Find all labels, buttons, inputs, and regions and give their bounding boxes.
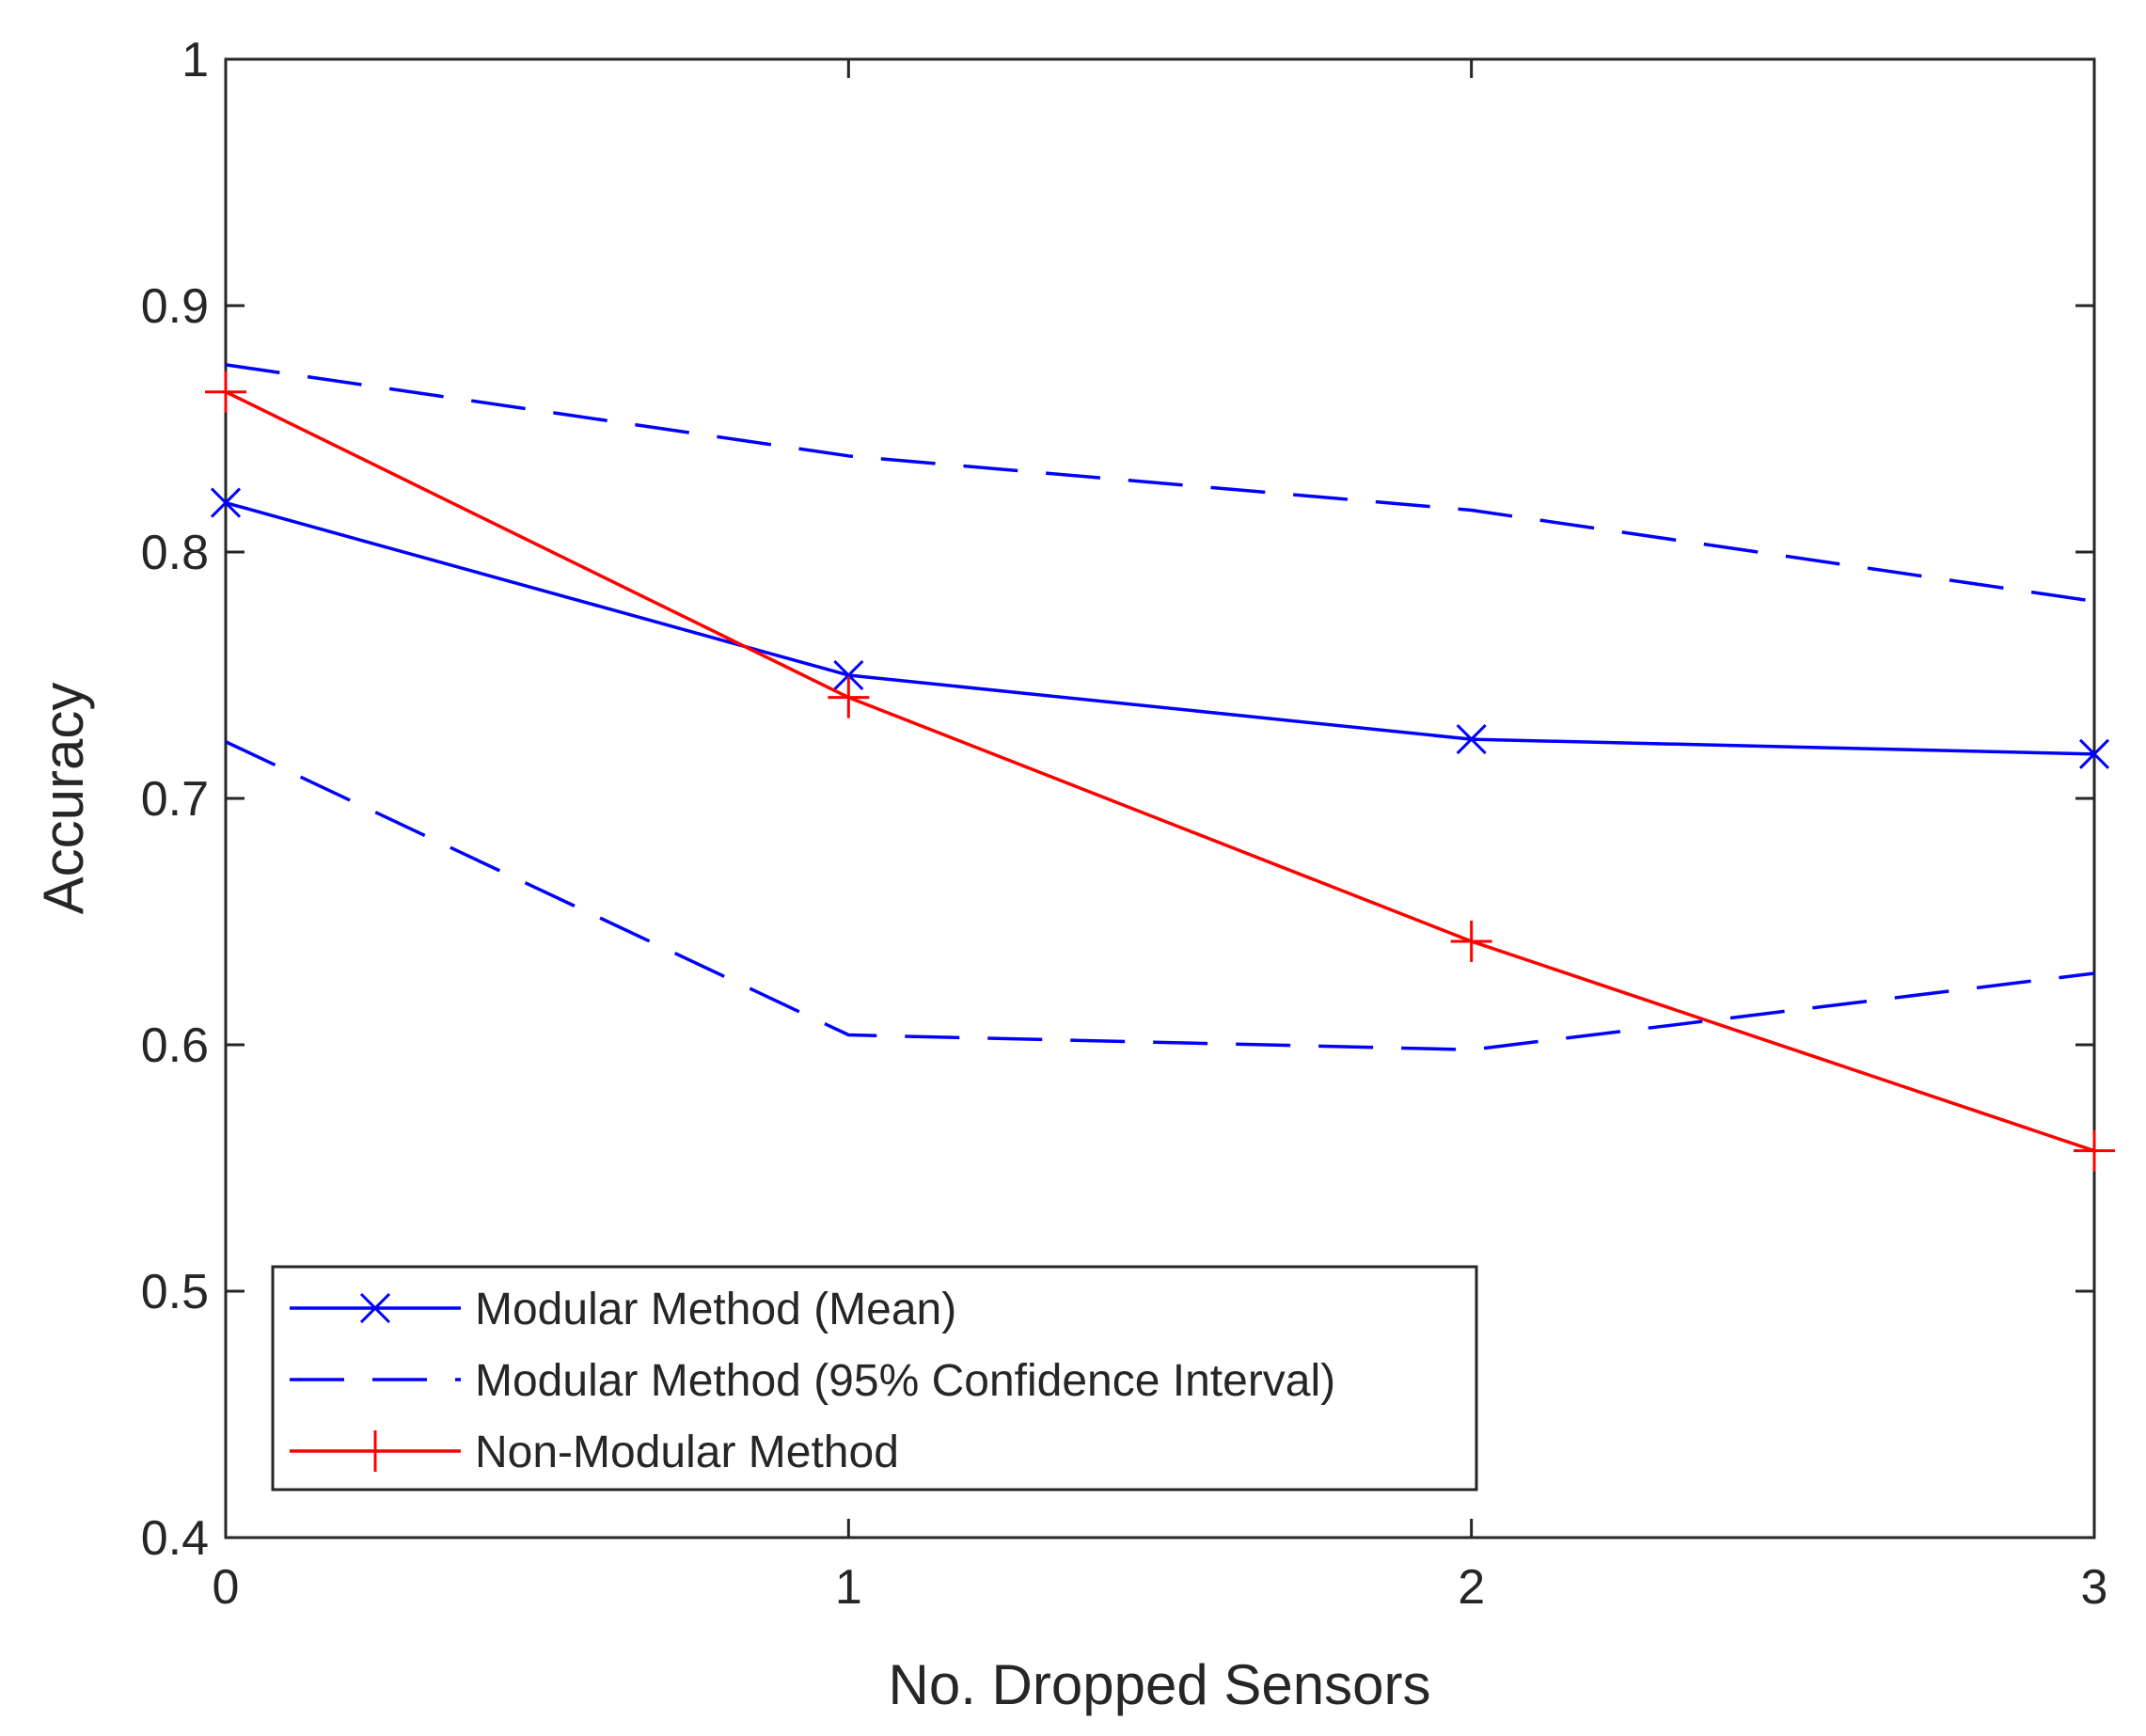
- data-point-0-3-b: [2078, 738, 2110, 769]
- data-point-0-0-b: [210, 487, 242, 518]
- y-tick-label: 0.5: [141, 1265, 209, 1319]
- legend-label-1: Modular Method (95% Confidence Interval): [475, 1356, 1335, 1406]
- series-3: [205, 371, 2115, 1172]
- x-tick-label: 3: [2081, 1560, 2108, 1615]
- series-line-3: [225, 390, 2095, 1153]
- x-axis-ticks: 0 1 2 3: [213, 59, 2108, 1615]
- y-tick-label: 0.7: [141, 772, 209, 827]
- legend-box: [271, 1265, 1478, 1491]
- series-2: [225, 740, 2095, 1051]
- data-point-0-1-b: [833, 659, 864, 691]
- data-point-0-2-b: [1456, 724, 1487, 755]
- series-line-2: [225, 740, 2095, 1051]
- y-tick-label: 0.8: [141, 526, 209, 580]
- y-tick-label: 0.4: [141, 1511, 209, 1566]
- y-tick-label: 0.6: [141, 1018, 209, 1073]
- y-axis-label: Accuracy: [32, 683, 95, 915]
- y-tick-label: 0.9: [141, 279, 209, 334]
- series-0: [210, 487, 2110, 769]
- x-tick-label: 0: [213, 1560, 240, 1615]
- legend: Modular Method (Mean) Modular Method (95%…: [271, 1265, 1478, 1491]
- legend-marker-0-b: [359, 1292, 391, 1324]
- series-line-1: [225, 363, 2095, 604]
- series-1: [225, 363, 2095, 604]
- y-axis-ticks: 0.4 0.5 0.6 0.7 0.8 0.9 1: [141, 33, 2094, 1566]
- legend-label-0: Modular Method (Mean): [475, 1285, 956, 1334]
- legend-label-2: Non-Modular Method: [475, 1428, 899, 1477]
- x-axis-label: No. Dropped Sensors: [889, 1653, 1431, 1716]
- series-layer: [205, 363, 2115, 1172]
- x-tick-label: 1: [835, 1560, 862, 1615]
- series-line-0: [225, 500, 2095, 756]
- y-tick-label: 1: [181, 33, 209, 87]
- x-tick-label: 2: [1458, 1560, 1485, 1615]
